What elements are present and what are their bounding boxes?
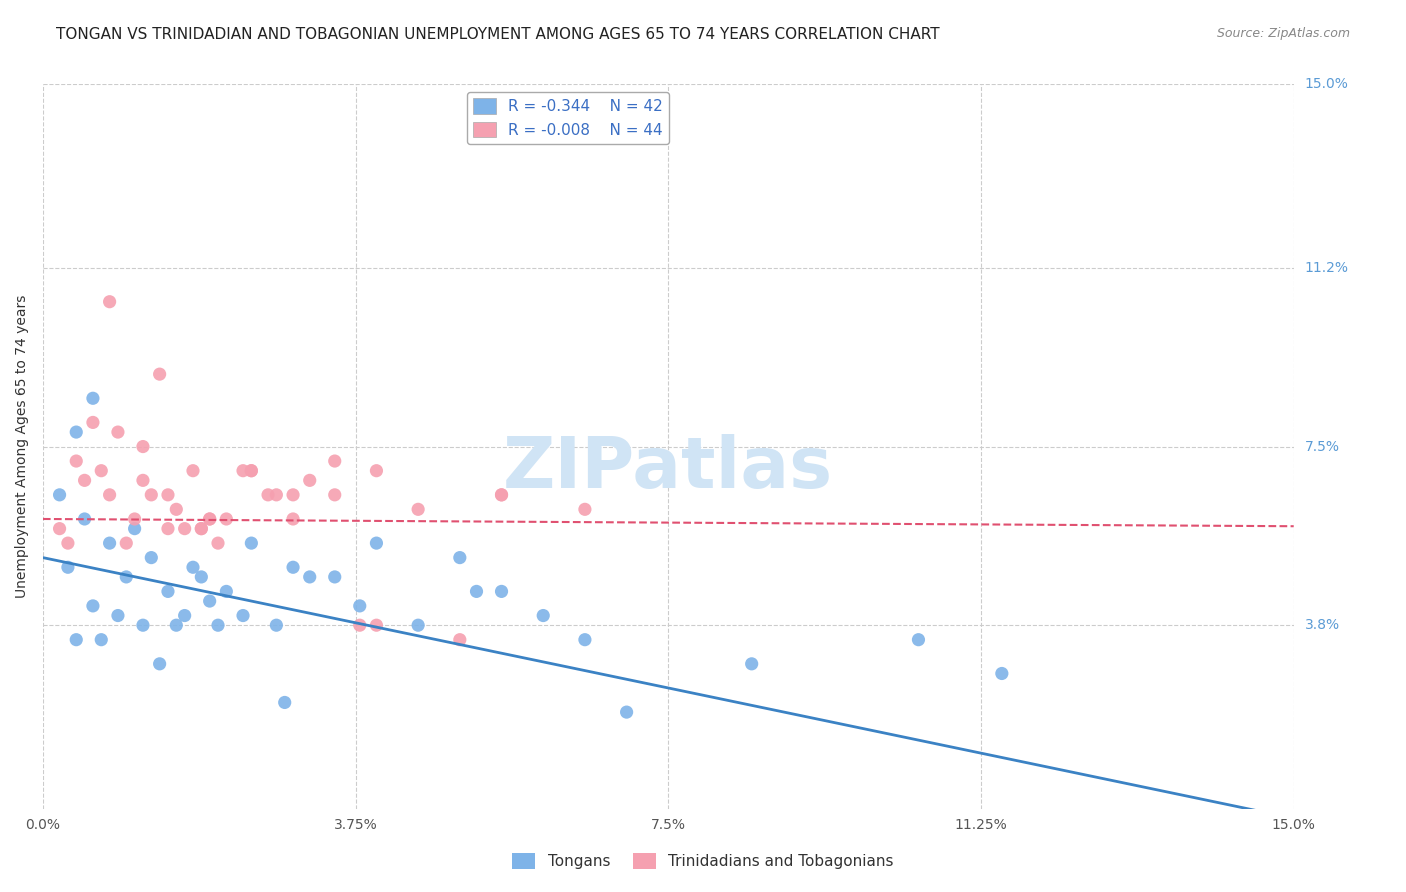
Point xyxy=(215,512,238,526)
Point xyxy=(465,584,488,599)
Point xyxy=(73,474,96,488)
Point xyxy=(132,618,155,632)
Point xyxy=(141,550,163,565)
Point xyxy=(741,657,763,671)
Point xyxy=(65,632,87,647)
Point xyxy=(156,522,179,536)
Legend: R = -0.344    N = 42, R = -0.008    N = 44: R = -0.344 N = 42, R = -0.008 N = 44 xyxy=(467,92,669,144)
Point xyxy=(149,367,172,381)
Point xyxy=(190,522,212,536)
Point xyxy=(240,536,263,550)
Point xyxy=(173,522,195,536)
Point xyxy=(132,474,155,488)
Point xyxy=(107,425,129,439)
Point xyxy=(73,512,96,526)
Point xyxy=(98,294,121,309)
Point xyxy=(115,570,138,584)
Point xyxy=(82,599,104,613)
Point xyxy=(531,608,554,623)
Point xyxy=(449,550,471,565)
Point xyxy=(491,488,513,502)
Text: ZIPatlas: ZIPatlas xyxy=(503,434,834,503)
Legend: Tongans, Trinidadians and Tobagonians: Tongans, Trinidadians and Tobagonians xyxy=(506,847,900,875)
Text: 7.5%: 7.5% xyxy=(1305,440,1340,453)
Point xyxy=(165,502,187,516)
Point xyxy=(366,618,388,632)
Point xyxy=(281,560,304,574)
Point xyxy=(298,474,321,488)
Point xyxy=(48,522,70,536)
Point xyxy=(156,584,179,599)
Point xyxy=(65,425,87,439)
Point xyxy=(190,570,212,584)
Point xyxy=(215,584,238,599)
Point xyxy=(616,705,638,719)
Point xyxy=(124,522,146,536)
Point xyxy=(266,488,288,502)
Point xyxy=(198,512,221,526)
Point xyxy=(240,464,263,478)
Point xyxy=(107,608,129,623)
Point xyxy=(98,536,121,550)
Point xyxy=(491,584,513,599)
Text: TONGAN VS TRINIDADIAN AND TOBAGONIAN UNEMPLOYMENT AMONG AGES 65 TO 74 YEARS CORR: TONGAN VS TRINIDADIAN AND TOBAGONIAN UNE… xyxy=(56,27,939,42)
Point xyxy=(349,618,371,632)
Point xyxy=(257,488,280,502)
Point xyxy=(232,464,254,478)
Point xyxy=(323,488,346,502)
Point xyxy=(165,618,187,632)
Point xyxy=(132,440,155,454)
Point xyxy=(232,608,254,623)
Point xyxy=(281,512,304,526)
Point xyxy=(366,536,388,550)
Point xyxy=(266,618,288,632)
Point xyxy=(281,488,304,502)
Point xyxy=(56,536,79,550)
Point xyxy=(207,618,229,632)
Point xyxy=(181,560,204,574)
Point xyxy=(56,560,79,574)
Point xyxy=(491,488,513,502)
Point xyxy=(190,522,212,536)
Point xyxy=(181,464,204,478)
Point xyxy=(991,666,1014,681)
Point xyxy=(574,502,596,516)
Point xyxy=(207,536,229,550)
Y-axis label: Unemployment Among Ages 65 to 74 years: Unemployment Among Ages 65 to 74 years xyxy=(15,295,30,599)
Point xyxy=(124,512,146,526)
Text: 11.2%: 11.2% xyxy=(1305,261,1348,275)
Point xyxy=(273,696,295,710)
Point xyxy=(48,488,70,502)
Text: 3.8%: 3.8% xyxy=(1305,618,1340,632)
Point xyxy=(149,657,172,671)
Point xyxy=(349,599,371,613)
Point xyxy=(323,570,346,584)
Point xyxy=(90,632,112,647)
Point xyxy=(98,488,121,502)
Point xyxy=(298,570,321,584)
Point xyxy=(90,464,112,478)
Point xyxy=(198,512,221,526)
Point xyxy=(449,632,471,647)
Point xyxy=(65,454,87,468)
Point xyxy=(366,464,388,478)
Point xyxy=(240,464,263,478)
Point xyxy=(406,502,429,516)
Point xyxy=(574,632,596,647)
Point xyxy=(323,454,346,468)
Point xyxy=(907,632,929,647)
Point xyxy=(173,608,195,623)
Point xyxy=(82,391,104,405)
Point xyxy=(198,594,221,608)
Point xyxy=(82,416,104,430)
Point xyxy=(141,488,163,502)
Point xyxy=(156,488,179,502)
Text: 15.0%: 15.0% xyxy=(1305,78,1348,92)
Point xyxy=(115,536,138,550)
Text: Source: ZipAtlas.com: Source: ZipAtlas.com xyxy=(1216,27,1350,40)
Point xyxy=(406,618,429,632)
